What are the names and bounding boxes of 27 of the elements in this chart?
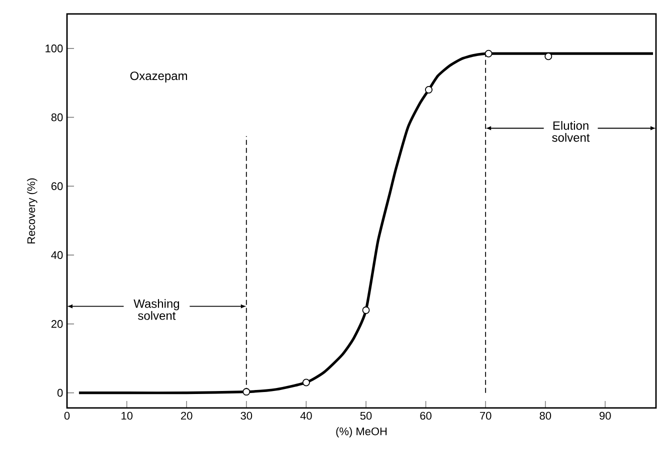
x-tick-label: 20 [181,412,192,420]
x-tick-label: 80 [540,412,552,420]
x-tick-label: 50 [360,412,372,420]
y-tick-label: 100 [46,44,63,52]
x-tick-label: 30 [240,412,252,420]
y-tick-label: 60 [51,182,63,190]
y-tick-label: 0 [57,388,63,397]
annotation: Elution solvent [552,120,590,142]
annotation: Washing solvent [134,299,180,320]
point [362,306,370,314]
x-tick-label: 0 [64,412,70,420]
y-tick-label: 20 [51,320,63,328]
point [302,378,310,386]
x-tick-label: 70 [480,412,492,420]
point [484,50,492,58]
y-tick-label: 80 [51,113,63,122]
x-tick-label: 60 [420,412,432,420]
y-axis-title: Recovery (%) [27,178,38,244]
x-tick-label: 10 [122,412,132,420]
point [242,388,250,396]
point [544,52,552,60]
y-tick-label: 40 [51,251,63,259]
x-axis-title: (%) MeOH [336,427,387,438]
x-tick-label: 40 [300,412,312,420]
x-tick-label: 90 [600,412,611,420]
annotation: Oxazepam [130,72,187,82]
point [425,86,433,94]
